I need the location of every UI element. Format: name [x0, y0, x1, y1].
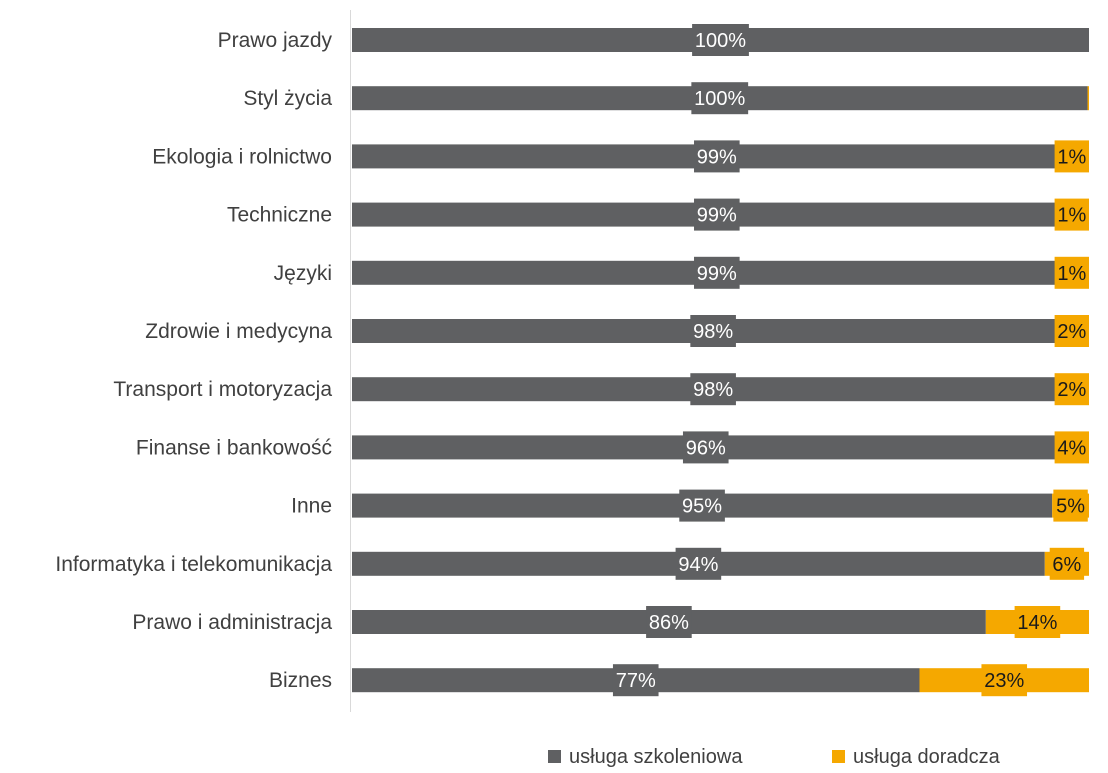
data-label: 1% — [1057, 146, 1086, 168]
data-label-background — [691, 82, 749, 115]
data-label-background — [679, 489, 725, 522]
data-label: 2% — [1057, 379, 1086, 401]
data-label: 100% — [694, 88, 745, 110]
legend: usługa szkoleniowa usługa doradcza — [548, 746, 1001, 768]
data-label-background — [646, 606, 692, 638]
bar-doradcza — [1087, 86, 1089, 111]
data-label-background — [675, 547, 722, 580]
category-label: Języki — [274, 262, 332, 285]
category-label: Prawo i administracja — [132, 611, 332, 634]
data-label: 5% — [1056, 496, 1085, 518]
category-label: Styl życia — [243, 87, 332, 110]
data-label-background — [1053, 489, 1088, 522]
data-label: 77% — [616, 670, 656, 692]
data-label-background — [1014, 606, 1061, 638]
data-label: 23% — [984, 670, 1024, 692]
data-label-background — [690, 315, 736, 347]
data-label: 1% — [1057, 263, 1086, 285]
category-label: Transport i motoryzacja — [113, 378, 332, 401]
data-label: 2% — [1057, 321, 1086, 343]
data-label-background — [612, 664, 659, 697]
data-label: 94% — [678, 554, 718, 576]
data-label-background — [1049, 547, 1085, 580]
data-label-background — [694, 256, 740, 289]
category-label: Biznes — [269, 669, 332, 692]
data-label-background — [1054, 373, 1089, 406]
data-label-background — [1054, 140, 1089, 173]
data-label: 99% — [697, 263, 737, 285]
category-label: Zdrowie i medycyna — [145, 320, 332, 343]
category-label: Techniczne — [227, 204, 332, 227]
data-label: 14% — [1017, 612, 1057, 634]
category-label: Inne — [291, 495, 332, 518]
data-label: 99% — [697, 146, 737, 168]
category-label: Finanse i bankowość — [136, 436, 332, 459]
data-label: 96% — [686, 437, 726, 459]
data-label: 1% — [1057, 205, 1086, 227]
data-label-background — [1054, 198, 1089, 231]
data-label: 100% — [695, 30, 746, 52]
data-label: 95% — [682, 496, 722, 518]
data-label: 99% — [697, 205, 737, 227]
legend-swatch — [832, 750, 845, 763]
data-label-background — [1054, 315, 1089, 347]
data-label-background — [694, 140, 740, 173]
bars-group: Prawo jazdy 100% Styl życia 100% Ekologia i … — [55, 24, 1089, 697]
data-label-background — [694, 198, 740, 231]
category-label: Ekologia i rolnictwo — [152, 145, 332, 168]
data-label: 4% — [1057, 437, 1086, 459]
data-label-background — [682, 431, 729, 464]
data-label: 6% — [1052, 554, 1081, 576]
data-label-background — [692, 24, 749, 56]
category-label: Prawo jazdy — [218, 29, 333, 52]
data-label-background — [1054, 256, 1089, 289]
legend-label: usługa doradcza — [853, 746, 1001, 768]
data-label-background — [981, 664, 1028, 697]
legend-swatch — [548, 750, 561, 763]
data-label: 98% — [693, 321, 733, 343]
data-label: 86% — [649, 612, 689, 634]
data-label-background — [690, 373, 736, 406]
category-label: Informatyka i telekomunikacja — [55, 553, 332, 576]
legend-label: usługa szkoleniowa — [569, 746, 743, 768]
data-label: 98% — [693, 379, 733, 401]
data-label-background — [1054, 431, 1089, 464]
